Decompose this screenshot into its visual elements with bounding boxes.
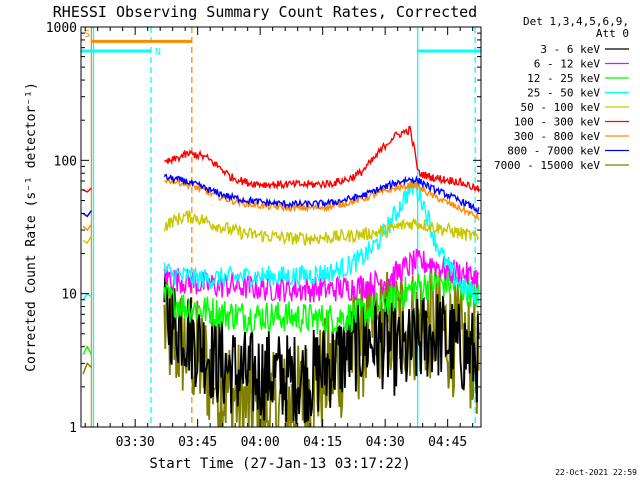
series-line-100-300-kev bbox=[164, 125, 480, 193]
series-800-7000-kev bbox=[163, 173, 480, 213]
x-axis-label: Start Time (27-Jan-13 03:17:22) bbox=[149, 456, 410, 472]
pre-gap-segment-0 bbox=[82, 187, 92, 193]
x-tick-label: 04:00 bbox=[241, 435, 280, 450]
series-25-50-kev bbox=[163, 179, 480, 305]
series-line-6-12-kev bbox=[163, 248, 480, 303]
plot-frame bbox=[80, 26, 482, 428]
series-line-800-7000-kev bbox=[163, 173, 480, 213]
axes: 1 10 100 1000 03:30 03:45 04:00 04:15 04:30 04:45 bbox=[46, 21, 481, 450]
x-tick-label: 04:15 bbox=[303, 435, 342, 450]
legend-title-line: Det 1,3,4,5,6,9, bbox=[523, 15, 629, 28]
legend-label-25-50-kev: 25 - 50 keV bbox=[527, 87, 600, 100]
timestamp: 22-Oct-2021 22:59 bbox=[555, 468, 637, 477]
pre-gap-segment-2 bbox=[82, 224, 93, 232]
series-line-3-6-kev bbox=[163, 270, 480, 425]
legend-title-line: Att 0 bbox=[596, 27, 629, 40]
x-tick-label: 04:30 bbox=[366, 435, 405, 450]
pre-gap-segment-6 bbox=[82, 362, 92, 375]
legend-label-50-100-kev: 50 - 100 keV bbox=[521, 101, 601, 114]
series-3-6-kev bbox=[163, 270, 480, 425]
x-tick-label: 04:45 bbox=[428, 435, 467, 450]
legend-label-3-6-kev: 3 - 6 keV bbox=[540, 43, 600, 56]
y-tick-label: 1 bbox=[69, 421, 77, 436]
pre-gap-segment-3 bbox=[82, 235, 93, 244]
legend-label-100-300-kev: 100 - 300 keV bbox=[514, 116, 600, 129]
x-tick-label: 03:30 bbox=[116, 435, 155, 450]
flag-label-n: N bbox=[155, 47, 161, 58]
series-12-25-kev bbox=[163, 267, 480, 335]
legend-label-7000-15000-kev: 7000 - 15000 keV bbox=[494, 159, 600, 172]
x-tick-label: 03:45 bbox=[178, 435, 217, 450]
legend-label-6-12-kev: 6 - 12 keV bbox=[534, 58, 601, 71]
legend-label-800-7000-kev: 800 - 7000 keV bbox=[507, 145, 600, 158]
plot-clip-group: SN bbox=[81, 27, 481, 427]
y-tick-label: 1000 bbox=[46, 21, 77, 36]
series-100-300-kev bbox=[164, 125, 480, 193]
chart-title: RHESSI Observing Summary Count Rates, Co… bbox=[53, 3, 477, 21]
y-axis-label: Corrected Count Rate (s⁻¹ detector⁻¹) bbox=[24, 82, 39, 372]
legend: Det 1,3,4,5,6,9,Att 0 3 - 6 keV 6 - 12 keV… bbox=[494, 15, 629, 172]
y-tick-label: 10 bbox=[61, 288, 77, 303]
legend-label-300-800-kev: 300 - 800 keV bbox=[514, 130, 600, 143]
pre-gap-segment-1 bbox=[82, 210, 93, 218]
series-line-50-100-kev bbox=[163, 210, 480, 246]
legend-label-12-25-kev: 12 - 25 keV bbox=[527, 72, 600, 85]
series-line-25-50-kev bbox=[163, 179, 480, 305]
plot-area: SN bbox=[81, 27, 481, 427]
flag-label-s: S bbox=[84, 29, 90, 40]
series-50-100-kev bbox=[163, 210, 480, 246]
pre-gap-segment-5 bbox=[82, 345, 93, 355]
y-tick-label: 100 bbox=[54, 154, 77, 169]
series-line-12-25-kev bbox=[163, 267, 480, 335]
